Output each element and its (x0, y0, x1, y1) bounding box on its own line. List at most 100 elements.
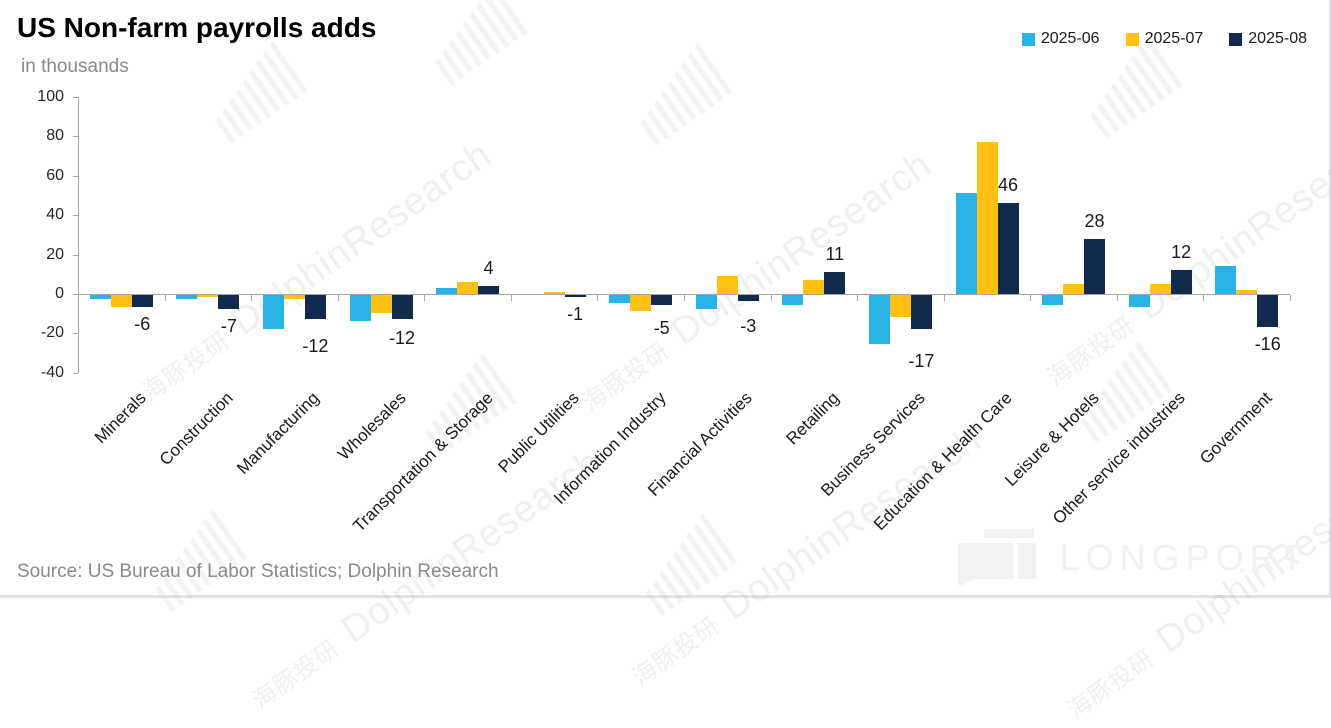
x-axis-tick (770, 295, 772, 301)
bar-2025-07-education-health-care (976, 142, 998, 294)
data-label-construction: -7 (220, 315, 237, 336)
longport-bubble-icon (957, 529, 1038, 587)
y-axis-tick (73, 96, 78, 98)
plot-area: 100 80 60 40 20 0 -20 -40 -6 -7 -12 -12 4 -1 -5 -3 11 -17… (37, 87, 1291, 536)
data-label-education-health-care: 46 (997, 175, 1019, 196)
data-label-government: -16 (1254, 333, 1281, 354)
x-axis-tick (597, 295, 599, 301)
x-axis-tick (1290, 295, 1291, 301)
x-axis-tick (1030, 295, 1032, 301)
bar-2025-08-transportation-storage (478, 286, 500, 294)
legend-swatch-2025-08 (1229, 32, 1243, 46)
x-axis-tick (857, 295, 859, 301)
legend-swatch-2025-06 (1021, 32, 1035, 46)
x-axis-label-minerals: Minerals (91, 388, 151, 448)
bar-2025-08-financial-activities (737, 295, 759, 301)
bar-2025-07-business-services (889, 295, 911, 317)
data-label-public-utilities: -1 (567, 303, 584, 324)
x-axis-tick (1116, 295, 1118, 301)
legend-label: 2025-08 (1248, 30, 1307, 47)
x-axis-tick (684, 295, 685, 301)
watermark-cn: 海豚投研 (247, 634, 345, 715)
bar-2025-06-education-health-care (955, 193, 977, 294)
y-axis-tick (73, 254, 78, 256)
x-axis-label-manufacturing: Manufacturing (233, 388, 324, 478)
bar-2025-07-retailing (803, 280, 825, 294)
x-axis-label-wholesales: Wholesales (334, 388, 410, 464)
x-axis-label-public-utilities: Public Utilities (494, 388, 583, 477)
y-axis-tick (73, 136, 78, 138)
y-axis-label: 80 (46, 127, 64, 145)
bar-2025-08-construction (218, 295, 240, 309)
bar-2025-08-government (1257, 295, 1279, 327)
bar-2025-08-minerals (131, 295, 153, 307)
bar-2025-07-financial-activities (716, 276, 738, 294)
y-axis-tick (73, 175, 78, 177)
bar-2025-08-leisure-hotels (1084, 238, 1106, 294)
watermark-cn: 海豚投研 (627, 611, 725, 692)
chart-subtitle: in thousands (21, 56, 129, 77)
y-axis-tick (73, 372, 78, 374)
bar-2025-07-minerals (110, 295, 132, 307)
y-axis-line (78, 96, 79, 373)
data-label-wholesales: -12 (388, 327, 415, 348)
bar-2025-06-wholesales (349, 295, 371, 321)
bar-2025-06-other-service-industries (1128, 295, 1150, 307)
bar-2025-07-leisure-hotels (1063, 284, 1085, 294)
bar-2025-07-wholesales (370, 295, 392, 313)
chart-title: US Non-farm payrolls adds (17, 12, 377, 43)
legend-item-2025-06: 2025-06 (1021, 30, 1100, 48)
bar-2025-08-manufacturing (304, 295, 326, 319)
x-axis-tick (510, 295, 512, 301)
legend-swatch-2025-07 (1125, 32, 1139, 46)
x-axis-tick (337, 295, 339, 301)
bar-2025-06-leisure-hotels (1042, 295, 1064, 305)
data-label-manufacturing: -12 (302, 335, 329, 356)
bar-2025-06-manufacturing (262, 295, 284, 329)
x-axis-label-construction: Construction (155, 388, 237, 470)
bar-2025-06-retailing (782, 295, 804, 305)
x-axis-label-retailing: Retailing (782, 388, 843, 449)
legend-item-2025-08: 2025-08 (1229, 30, 1307, 48)
data-label-business-services: -17 (908, 351, 935, 372)
x-axis-tick (1203, 295, 1205, 301)
legend-label: 2025-06 (1040, 30, 1100, 47)
source-note: Source: US Bureau of Labor Statistics; D… (17, 561, 499, 582)
bar-2025-08-other-service-industries (1170, 270, 1192, 294)
bar-2025-07-government (1236, 290, 1258, 294)
bar-2025-08-information-industry (651, 295, 673, 305)
y-axis-tick (73, 215, 78, 217)
y-axis-label: -20 (40, 324, 64, 342)
bar-2025-07-public-utilities (543, 292, 565, 294)
bar-2025-08-retailing (824, 272, 846, 294)
data-label-financial-activities: -3 (740, 315, 757, 336)
data-label-retailing: 11 (825, 244, 845, 265)
y-axis-tick (73, 294, 78, 295)
bar-2025-06-transportation-storage (436, 288, 458, 294)
watermark-cn: 海豚投研 (1062, 644, 1160, 725)
x-axis-tick (424, 295, 426, 301)
bar-2025-08-education-health-care (997, 203, 1019, 294)
x-axis-label-government: Government (1195, 388, 1276, 468)
y-axis-label: -40 (40, 363, 64, 381)
x-axis-tick (78, 295, 79, 301)
bar-2025-07-information-industry (630, 295, 652, 311)
x-axis-tick (251, 295, 253, 301)
bar-2025-06-information-industry (609, 295, 631, 303)
bar-2025-08-business-services (910, 295, 932, 329)
y-axis-label: 20 (46, 245, 64, 263)
y-axis-label: 100 (37, 87, 64, 105)
y-axis-label: 0 (55, 285, 64, 302)
bar-2025-06-financial-activities (695, 295, 717, 309)
longport-wordmark: LONGPORT (1059, 537, 1309, 578)
legend-item-2025-07: 2025-07 (1125, 30, 1203, 48)
longport-logo: LONGPORT (957, 529, 1309, 587)
bar-2025-06-construction (176, 295, 198, 299)
data-label-leisure-hotels: 28 (1084, 210, 1105, 231)
bar-2025-08-wholesales (391, 295, 413, 319)
bar-2025-08-public-utilities (564, 295, 586, 297)
bar-2025-06-business-services (868, 295, 890, 345)
y-axis-label: 60 (46, 166, 64, 184)
y-axis-tick (73, 333, 78, 335)
